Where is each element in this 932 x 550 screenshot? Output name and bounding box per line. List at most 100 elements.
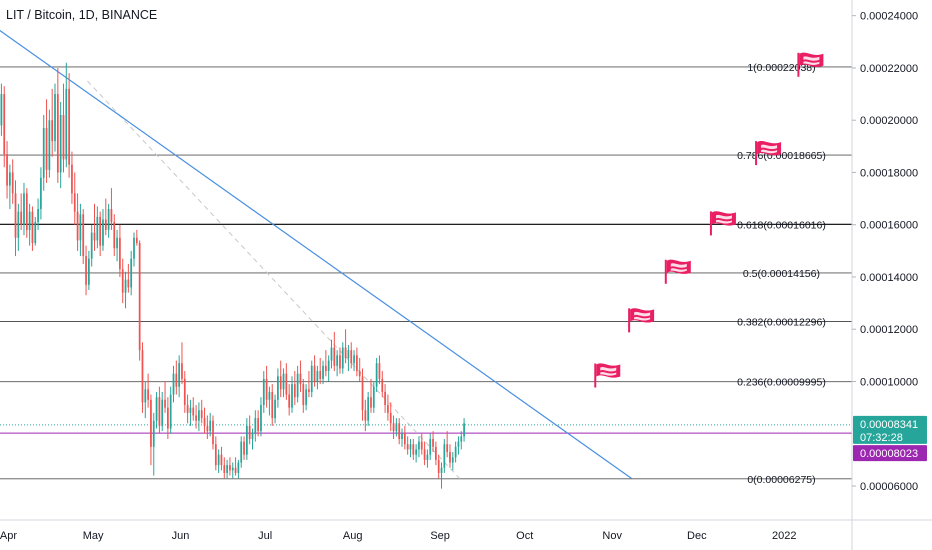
candle-body [200, 410, 203, 419]
candle-body [370, 397, 372, 408]
price-tick-label: 0.00016000 [860, 220, 918, 232]
candle-body [274, 399, 276, 419]
candle-body [231, 467, 234, 471]
candle [56, 67, 59, 183]
candle-body [113, 222, 116, 249]
candle-body [229, 465, 231, 471]
fib-level-label: 0(0.00006275) [747, 474, 815, 486]
candle-body [71, 164, 73, 194]
candle-body [291, 384, 293, 408]
candle [234, 457, 237, 476]
candle [73, 172, 76, 225]
price-tick-label: 0.00006000 [860, 481, 918, 493]
candle [274, 394, 276, 424]
candle [85, 245, 87, 296]
candle-body [418, 441, 420, 450]
symbol-title[interactable]: LIT / Bitcoin, 1D, BINANCE [6, 8, 158, 22]
candle [127, 263, 130, 293]
candle-body [347, 350, 350, 358]
candle [17, 203, 20, 251]
candle-body [37, 209, 39, 223]
candle-body [353, 355, 355, 364]
candle [460, 431, 463, 450]
candle-body [412, 444, 415, 455]
candle [51, 88, 54, 157]
candle [3, 86, 6, 168]
fib-level-label: 0.236(0.00009995) [737, 377, 826, 389]
candle-body [8, 172, 11, 186]
candle-body [268, 391, 271, 400]
flag-stripe [634, 316, 651, 321]
candle [341, 342, 344, 374]
candle [172, 365, 175, 403]
candle [415, 444, 418, 463]
candle [150, 394, 152, 466]
candle-body [437, 459, 440, 473]
flag-icon [594, 363, 621, 388]
candle [302, 378, 305, 413]
candle [28, 203, 31, 246]
candle [155, 391, 158, 429]
candle-body [234, 467, 237, 473]
candle-body [11, 172, 14, 194]
candle [248, 415, 251, 445]
candle-body [434, 446, 437, 460]
flag-markers [594, 52, 824, 388]
candle [214, 436, 217, 471]
candle-body [25, 193, 28, 230]
candle-body [341, 347, 344, 369]
candle-body [262, 378, 265, 406]
price-tick-label: 0.00022000 [860, 63, 918, 75]
candle [279, 360, 282, 398]
candle-body [169, 394, 172, 429]
candle-body [299, 373, 302, 385]
candle-body [387, 405, 389, 413]
flag-stripe [670, 263, 687, 268]
current-price-tag-bg [853, 415, 927, 444]
candle-body [457, 441, 460, 447]
candle [183, 371, 186, 413]
price-tick-label: 0.00014000 [860, 272, 918, 284]
candlestick-series [0, 62, 465, 489]
candle [90, 224, 93, 267]
candle [133, 232, 135, 267]
candle-body [339, 355, 341, 369]
candle [116, 229, 118, 262]
candle [268, 386, 271, 416]
candle [79, 203, 82, 257]
candle-body [372, 386, 375, 408]
candle [296, 365, 299, 403]
candle-body [217, 454, 220, 466]
candle-body [42, 128, 45, 178]
candle [8, 164, 11, 210]
candle [324, 350, 327, 377]
candle-body [31, 211, 34, 244]
candle [389, 402, 392, 432]
candle-body [463, 423, 465, 437]
candle-body [375, 363, 378, 387]
candle [361, 368, 364, 421]
candle-body [99, 216, 102, 246]
candle-body [107, 209, 110, 230]
drawing-lines [0, 29, 852, 480]
candle-body [406, 444, 409, 450]
candle-body [166, 407, 169, 429]
candle-body [124, 279, 127, 293]
candle-body [116, 237, 118, 249]
flag-stripe [600, 367, 617, 372]
candle-body [45, 128, 48, 170]
candle [403, 425, 406, 450]
candle-body [40, 177, 42, 210]
candle [119, 224, 121, 277]
candle [327, 355, 330, 382]
candle [121, 258, 124, 304]
price-tick-label: 0.00018000 [860, 167, 918, 179]
candle-body [110, 209, 113, 223]
time-tick-label: Jul [258, 530, 272, 542]
candle-body [257, 418, 260, 432]
candle-body [82, 214, 85, 257]
candle-body [316, 371, 319, 382]
time-tick-label: Aug [343, 530, 363, 542]
candle [288, 384, 291, 416]
